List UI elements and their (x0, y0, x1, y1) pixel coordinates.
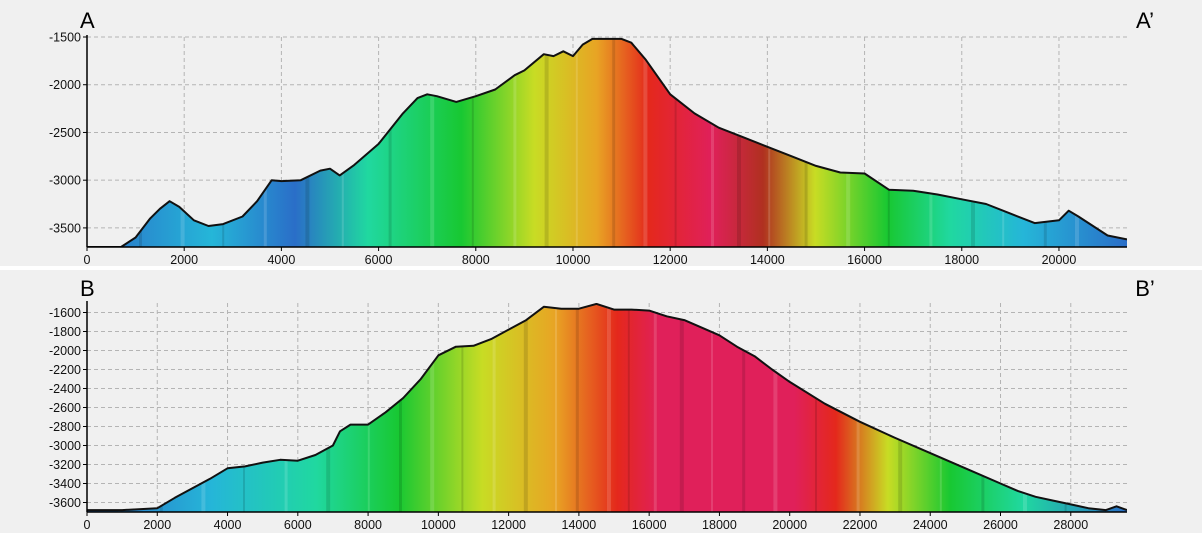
x-tick-label: 18000 (702, 518, 737, 532)
texture-stripe (679, 303, 684, 512)
texture-stripe (388, 38, 392, 247)
texture-stripe (653, 303, 657, 512)
x-tick-label: 4000 (214, 518, 242, 532)
x-tick-label: 16000 (632, 518, 667, 532)
profile-area (87, 303, 1127, 512)
y-tick-label: -3500 (49, 221, 81, 235)
x-tick-label: 8000 (354, 518, 382, 532)
y-tick-label: -2000 (49, 344, 81, 358)
texture-stripe (575, 303, 579, 512)
y-tick-label: -2800 (49, 420, 81, 434)
texture-stripe (544, 38, 549, 247)
texture-stripe (513, 38, 517, 247)
x-ticks-a: 0 2000 4000 6000 8000 10000 12000 14000 16000 180… (84, 247, 1077, 267)
texture-stripe (575, 38, 578, 247)
x-tick-label: 14000 (562, 518, 597, 532)
y-tick-label: -1600 (49, 306, 81, 320)
texture-stripe (523, 303, 528, 512)
texture-stripe (399, 303, 402, 512)
x-tick-label: 20000 (772, 518, 807, 532)
y-tick-label: -3600 (49, 496, 81, 510)
y-ticks-a: -1500 -2000 -2500 -3000 -3500 (49, 31, 87, 235)
y-tick-label: -2500 (49, 126, 81, 140)
texture-stripe (612, 38, 616, 247)
x-tick-label: 6000 (284, 518, 312, 532)
x-tick-label: 24000 (913, 518, 948, 532)
x-tick-label: 8000 (462, 253, 490, 267)
texture-stripe (773, 303, 778, 512)
texture-stripe (643, 38, 648, 247)
x-ticks-b: 0 2000 4000 6000 8000 10000 12000 14000 16000 180… (84, 512, 1088, 532)
y-ticks-b: -1600 -1800 -2000 -2200 -2400 -2600 -2800 -3000… (49, 306, 87, 510)
y-tick-label: -3000 (49, 439, 81, 453)
y-tick-label: -3200 (49, 458, 81, 472)
x-tick-label: 0 (84, 253, 91, 267)
corner-label-b-right: B’ (1135, 276, 1155, 301)
axes-b (86, 301, 1127, 513)
x-tick-label: 20000 (1042, 253, 1077, 267)
corner-label-a-right: A’ (1136, 8, 1154, 33)
x-tick-label: 2000 (143, 518, 171, 532)
x-tick-label: 28000 (1053, 518, 1088, 532)
texture-stripe (430, 303, 435, 512)
x-tick-label: 18000 (944, 253, 979, 267)
corner-label-b-left: B (80, 276, 95, 301)
y-tick-label: -1800 (49, 325, 81, 339)
y-tick-label: -2600 (49, 401, 81, 415)
x-tick-label: 6000 (365, 253, 393, 267)
axes-a (86, 35, 1127, 248)
y-tick-label: -3400 (49, 477, 81, 491)
profile-line (87, 303, 1127, 512)
texture-stripe (492, 303, 496, 512)
profile-line (87, 37, 1127, 247)
y-tick-label: -2200 (49, 363, 81, 377)
x-tick-label: 2000 (170, 253, 198, 267)
texture-stripe (742, 303, 746, 512)
y-tick-label: -2400 (49, 382, 81, 396)
y-tick-label: -2000 (49, 78, 81, 92)
x-tick-label: 12000 (491, 518, 526, 532)
texture-stripe (674, 38, 677, 247)
texture-stripe (711, 38, 714, 247)
texture-stripe (430, 38, 435, 247)
texture-stripe (737, 38, 741, 247)
x-tick-label: 26000 (983, 518, 1018, 532)
x-tick-label: 0 (84, 518, 91, 532)
y-tick-label: -3000 (49, 174, 81, 188)
y-tick-label: -1500 (49, 31, 81, 45)
texture-stripe (471, 38, 474, 247)
x-tick-label: 16000 (847, 253, 882, 267)
x-tick-label: 22000 (843, 518, 878, 532)
texture-stripe (711, 303, 713, 512)
x-tick-label: 10000 (421, 518, 456, 532)
texture-stripe (555, 303, 557, 512)
corner-label-a-left: A (80, 8, 95, 33)
x-tick-label: 14000 (750, 253, 785, 267)
profile-chart-a: -1500 -2000 -2500 -3000 -3500 0 2000 4000 6000 8… (0, 0, 1202, 267)
x-tick-label: 4000 (267, 253, 295, 267)
texture-stripe (461, 303, 464, 512)
profile-area (87, 38, 1127, 247)
profile-chart-b: -1600 -1800 -2000 -2200 -2400 -2600 -2800 -3000… (0, 270, 1202, 533)
texture-stripe (607, 303, 611, 512)
x-tick-label: 10000 (556, 253, 591, 267)
x-tick-label: 12000 (653, 253, 688, 267)
texture-stripe (815, 303, 817, 512)
texture-stripe (627, 303, 630, 512)
